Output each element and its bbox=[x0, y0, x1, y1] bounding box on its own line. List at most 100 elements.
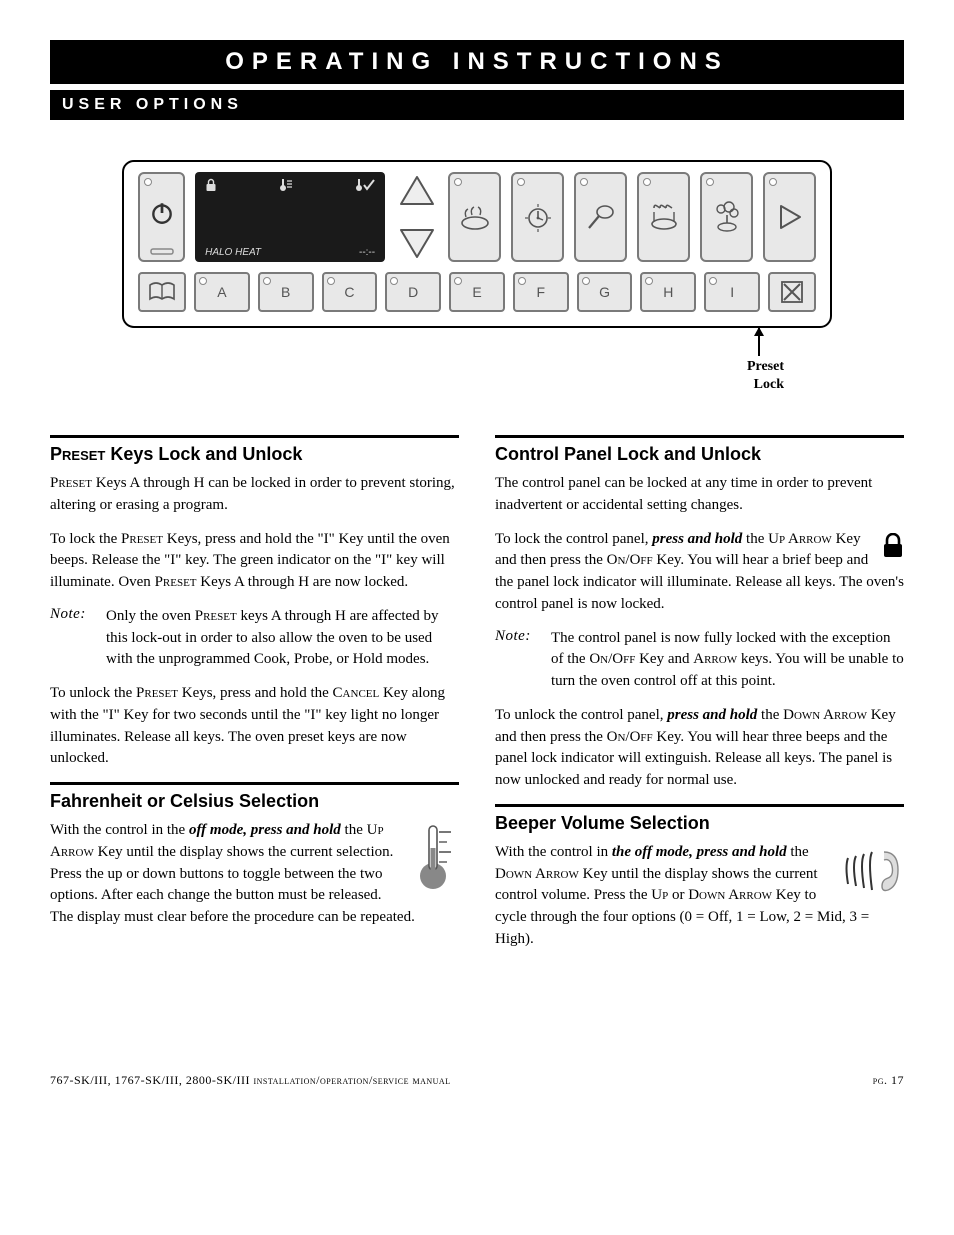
led-dot bbox=[582, 277, 590, 285]
down-arrow-icon bbox=[397, 224, 437, 260]
body-text: the bbox=[757, 707, 783, 723]
timer-icon bbox=[523, 202, 553, 232]
cpl-section-title: Control Panel Lock and Unlock bbox=[495, 444, 904, 465]
led-dot bbox=[327, 277, 335, 285]
preset-c-button: C bbox=[322, 272, 378, 312]
preset-lock-label-line2: Lock bbox=[754, 377, 784, 392]
body-text: the bbox=[341, 822, 367, 838]
panel-bottom-row: A B C D E F G H I bbox=[138, 272, 816, 312]
sc-text: Down Arrow bbox=[495, 866, 579, 882]
hold-icon bbox=[648, 202, 680, 232]
sc-text: Arrow bbox=[693, 651, 737, 667]
sc-text: Cancel bbox=[333, 685, 380, 701]
preset-letter: E bbox=[472, 284, 481, 300]
bi-text: press and hold bbox=[652, 531, 742, 547]
preset-b-button: B bbox=[258, 272, 314, 312]
mode-start-button bbox=[763, 172, 816, 262]
body-paragraph: Preset Keys A through H can be locked in… bbox=[50, 473, 459, 517]
body-text: To unlock the control panel, bbox=[495, 707, 667, 723]
lock-icon bbox=[882, 533, 904, 565]
led-dot bbox=[144, 178, 152, 186]
note-body: The control panel is now fully locked wi… bbox=[551, 628, 904, 693]
pointer-line bbox=[122, 328, 832, 358]
cancel-button bbox=[768, 272, 816, 312]
book-icon bbox=[148, 281, 176, 303]
body-paragraph: To unlock the control panel, press and h… bbox=[495, 705, 904, 792]
left-column: Preset Keys Lock and Unlock Preset Keys … bbox=[50, 423, 459, 963]
cancel-icon bbox=[780, 280, 804, 304]
body-paragraph: To lock the Preset Keys, press and hold … bbox=[50, 529, 459, 594]
mode-timer-button bbox=[511, 172, 564, 262]
sub-title-bar: USER OPTIONS bbox=[50, 90, 904, 120]
body-text: Key and bbox=[635, 651, 693, 667]
led-dot bbox=[454, 277, 462, 285]
preset-letter: I bbox=[730, 284, 734, 300]
fc-body: With the control in the off mode, press … bbox=[50, 820, 459, 929]
body-text: Keys A through H are now locked. bbox=[197, 574, 409, 590]
body-text: To lock the control panel, bbox=[495, 531, 652, 547]
display-icons-row bbox=[205, 178, 375, 196]
down-arrow-button bbox=[395, 222, 438, 262]
sub-title: USER OPTIONS bbox=[62, 96, 243, 113]
power-button bbox=[138, 172, 185, 262]
book-button bbox=[138, 272, 186, 312]
lock-icon bbox=[205, 178, 217, 197]
thermometer-icon bbox=[417, 820, 459, 892]
preset-letter: G bbox=[599, 284, 610, 300]
mode-cook-button bbox=[448, 172, 501, 262]
led-dot bbox=[645, 277, 653, 285]
body-paragraph: To lock the control panel, press and hol… bbox=[495, 529, 904, 616]
preset-d-button: D bbox=[385, 272, 441, 312]
display-bottom-right: --:-- bbox=[359, 247, 375, 258]
panel-top-row: HALO HEAT --:-- bbox=[138, 172, 816, 262]
body-text: Key until the display shows the current … bbox=[50, 844, 415, 925]
preset-letter: B bbox=[281, 284, 290, 300]
sc-text: On/Off bbox=[607, 729, 653, 745]
display-bottom-row: HALO HEAT --:-- bbox=[205, 247, 375, 258]
sc-text: Preset bbox=[121, 531, 163, 547]
note-row: Note: Only the oven Preset keys A throug… bbox=[50, 606, 459, 671]
led-dot bbox=[580, 178, 588, 186]
beeper-body: With the control in the off mode, press … bbox=[495, 842, 904, 951]
preset-lock-label-line1: Preset bbox=[747, 359, 784, 374]
section-rule bbox=[50, 782, 459, 785]
body-text: Only the oven bbox=[106, 608, 195, 624]
sc-text: On/Off bbox=[589, 651, 635, 667]
led-dot bbox=[643, 178, 651, 186]
preset-letter: F bbox=[537, 284, 546, 300]
preset-letter: A bbox=[217, 284, 226, 300]
temp-check-icon bbox=[355, 178, 375, 197]
body-text: Keys A through H can be locked in order … bbox=[50, 475, 455, 513]
display-main-area bbox=[205, 196, 375, 247]
sc-text: Preset bbox=[136, 685, 178, 701]
sc-text: Down Arrow bbox=[688, 887, 772, 903]
mode-smoke-button bbox=[700, 172, 753, 262]
mode-probe-button bbox=[574, 172, 627, 262]
sc-text: Up bbox=[651, 887, 668, 903]
page-footer: 767-SK/III, 1767-SK/III, 2800-SK/III ins… bbox=[50, 1073, 904, 1088]
led-dot bbox=[263, 277, 271, 285]
preset-e-button: E bbox=[449, 272, 505, 312]
body-text: or bbox=[668, 887, 688, 903]
title-smallcaps: Preset bbox=[50, 444, 105, 464]
smoke-icon bbox=[711, 201, 743, 233]
body-text: Keys, press and hold the bbox=[178, 685, 333, 701]
sc-text: Down Arrow bbox=[783, 707, 867, 723]
sc-text: Up Arrow bbox=[768, 531, 832, 547]
preset-f-button: F bbox=[513, 272, 569, 312]
bi-text: press and hold bbox=[667, 707, 757, 723]
body-text: With the control in bbox=[495, 844, 612, 860]
cpl-body: The control panel can be locked at any t… bbox=[495, 473, 904, 792]
led-dot bbox=[390, 277, 398, 285]
body-paragraph: To unlock the Preset Keys, press and hol… bbox=[50, 683, 459, 770]
note-body: Only the oven Preset keys A through H ar… bbox=[106, 606, 459, 671]
beeper-section-title: Beeper Volume Selection bbox=[495, 813, 904, 834]
pointer-arrow-icon bbox=[758, 328, 760, 356]
footer-left: 767-SK/III, 1767-SK/III, 2800-SK/III ins… bbox=[50, 1073, 451, 1088]
led-dot bbox=[518, 277, 526, 285]
section-rule bbox=[50, 435, 459, 438]
display-screen: HALO HEAT --:-- bbox=[195, 172, 385, 262]
preset-a-button: A bbox=[194, 272, 250, 312]
sc-text: Preset bbox=[50, 475, 92, 491]
up-arrow-icon bbox=[397, 174, 437, 210]
